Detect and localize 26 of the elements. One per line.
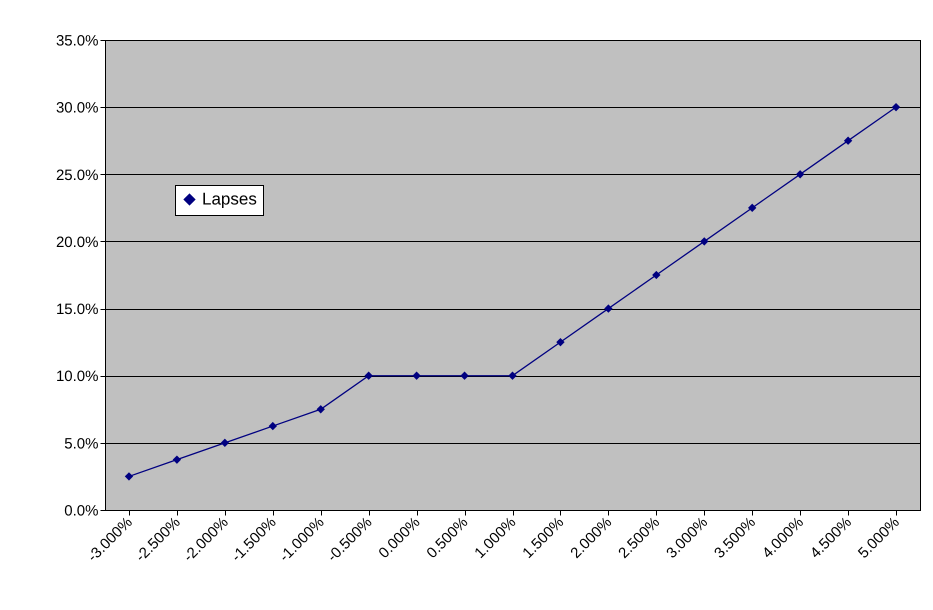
point — [604, 304, 613, 313]
y-tick-label: 30.0% — [56, 100, 98, 117]
point — [364, 372, 373, 380]
y-tick-label: 25.0% — [56, 166, 98, 184]
y-tick-label: 20.0% — [56, 234, 98, 251]
y-tick-label: 35.0% — [56, 32, 98, 50]
point — [460, 372, 469, 380]
point — [748, 204, 756, 212]
y-tick-label: 15.0% — [56, 301, 98, 318]
y-tick-label: 5.0% — [64, 435, 98, 452]
point — [700, 237, 708, 246]
y-tick-label: 0.0% — [64, 502, 98, 520]
point — [844, 136, 852, 145]
point — [172, 455, 182, 464]
point — [508, 372, 517, 380]
point — [412, 372, 421, 380]
point — [556, 338, 565, 346]
point — [268, 422, 277, 430]
point — [124, 472, 134, 481]
y-tick-label: 10.0% — [56, 368, 98, 386]
legend-label: Lapses — [202, 190, 257, 208]
point — [652, 270, 661, 280]
point — [796, 170, 804, 178]
point — [220, 438, 230, 448]
point — [892, 102, 900, 112]
point — [316, 405, 325, 414]
